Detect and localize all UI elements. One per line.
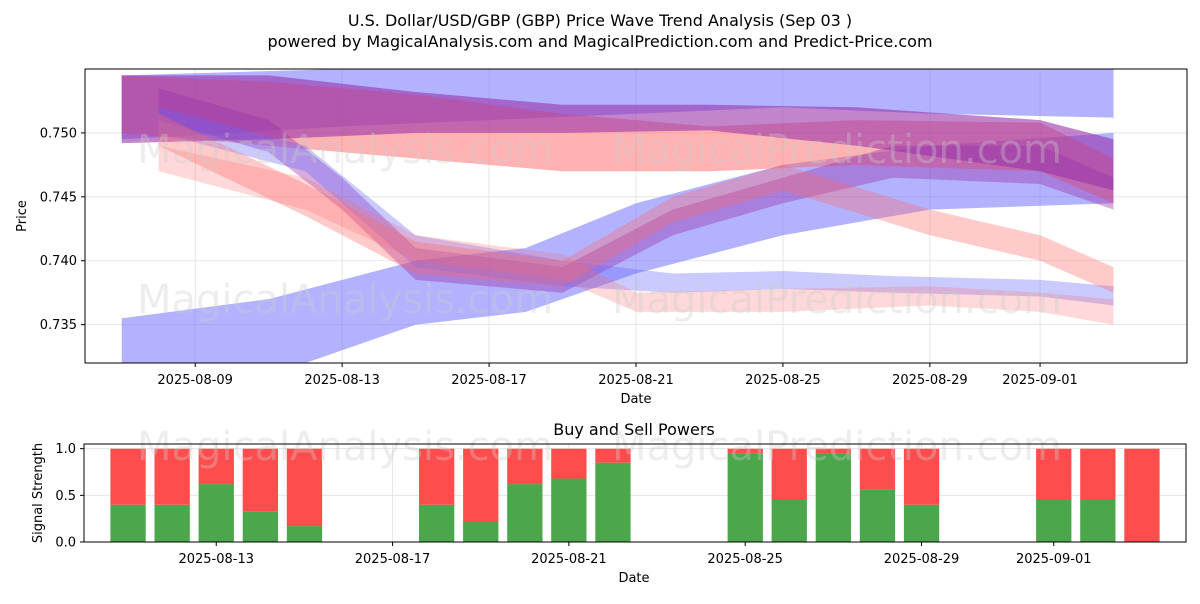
buy-bar [507, 484, 543, 542]
power-title: Buy and Sell Powers [553, 420, 715, 439]
watermark-right: MagicalPrediction.com [612, 127, 1062, 173]
sell-bar [198, 448, 234, 485]
sell-bar [1080, 448, 1116, 500]
sell-bar [286, 448, 323, 527]
price-x-tick-label: 2025-08-21 [598, 373, 674, 388]
buy-bar [198, 484, 234, 542]
price-band-7 [158, 113, 1114, 293]
price-x-tick-label: 2025-08-29 [892, 373, 968, 388]
sell-bar [771, 448, 807, 500]
sell-bar [507, 448, 543, 485]
chart-title: U.S. Dollar/USD/GBP (GBP) Price Wave Tre… [348, 11, 852, 30]
power-plot-frame [83, 443, 1187, 543]
buy-bar [727, 453, 763, 542]
price-y-tick-label: 0.735 [40, 318, 77, 333]
power-x-label: Date [618, 571, 649, 586]
watermark-left-2: MagicalAnalysis.com [137, 277, 553, 323]
buy-bar [1036, 500, 1072, 542]
buy-bar [1080, 500, 1116, 542]
price-band-3 [121, 75, 1114, 191]
sell-bar [551, 448, 587, 479]
power-x-tick-label: 2025-08-13 [178, 552, 254, 567]
watermark-right-3: MagicalPrediction.com [612, 424, 1062, 470]
buy-bar [859, 489, 896, 542]
watermark-left-3: MagicalAnalysis.com [137, 424, 553, 470]
price-x-tick-label: 2025-08-13 [304, 373, 380, 388]
buy-bar [771, 500, 807, 542]
buy-bar [154, 504, 190, 542]
power-bars [110, 448, 1160, 542]
watermark-left: MagicalAnalysis.com [137, 127, 553, 173]
buy-bar [110, 504, 146, 542]
power-x-tick-label: 2025-08-17 [355, 552, 431, 567]
price-bands [121, 69, 1114, 363]
sell-bar [1124, 448, 1160, 542]
buy-bar [242, 511, 278, 542]
sell-bar [903, 448, 940, 505]
sell-bar [1036, 448, 1072, 500]
power-y-tick-label: 0.5 [55, 489, 76, 504]
buy-bar [595, 462, 631, 542]
sell-bar [154, 448, 190, 505]
sell-bar [727, 448, 763, 454]
sell-bar [242, 448, 278, 512]
price-x-tick-label: 2025-09-01 [1002, 373, 1078, 388]
watermark-right-2: MagicalPrediction.com [612, 277, 1062, 323]
sell-bar [815, 448, 851, 454]
sell-bar [419, 448, 455, 505]
price-y-label: Price [15, 200, 30, 232]
buy-bar [419, 504, 455, 542]
price-axes: 2025-08-09 2025-08-13 2025-08-17 2025-08-21… [40, 126, 1078, 388]
power-y-tick-label: 1.0 [55, 442, 76, 457]
sell-bar [110, 448, 146, 505]
power-x-tick-label: 2025-08-21 [531, 552, 607, 567]
price-x-label: Date [620, 392, 651, 407]
power-x-tick-label: 2025-08-29 [884, 552, 960, 567]
buy-bar [463, 521, 499, 542]
power-y-label: Signal Strength [31, 443, 46, 543]
price-band-4 [158, 88, 1114, 293]
buy-bar [551, 478, 587, 542]
price-band-5 [158, 107, 1114, 306]
power-x-tick-label: 2025-09-01 [1016, 552, 1092, 567]
buy-bar [815, 453, 851, 542]
buy-bar [903, 504, 940, 542]
power-x-tick-label: 2025-08-25 [707, 552, 783, 567]
chart-subtitle: powered by MagicalAnalysis.com and Magic… [267, 32, 932, 51]
power-axes: 2025-08-13 2025-08-17 2025-08-21 2025-08-25… [55, 442, 1091, 567]
sell-bar [859, 448, 896, 490]
buy-bar [286, 526, 323, 542]
price-band-1 [121, 132, 1114, 363]
power-panel: Buy and Sell Powers MagicalAnalysis.com … [31, 420, 1187, 586]
sell-bar [595, 448, 631, 463]
sell-bar [463, 448, 499, 522]
price-y-tick-label: 0.745 [40, 190, 77, 205]
price-y-tick-label: 0.750 [40, 126, 77, 141]
price-x-tick-label: 2025-08-17 [451, 373, 527, 388]
price-x-tick-label: 2025-08-09 [157, 373, 233, 388]
price-band-6 [158, 145, 1114, 325]
power-y-tick-label: 0.0 [55, 536, 76, 551]
price-x-tick-label: 2025-08-25 [745, 373, 821, 388]
price-y-tick-label: 0.740 [40, 254, 77, 269]
price-panel: MagicalAnalysis.com MagicalPrediction.co… [15, 68, 1188, 407]
